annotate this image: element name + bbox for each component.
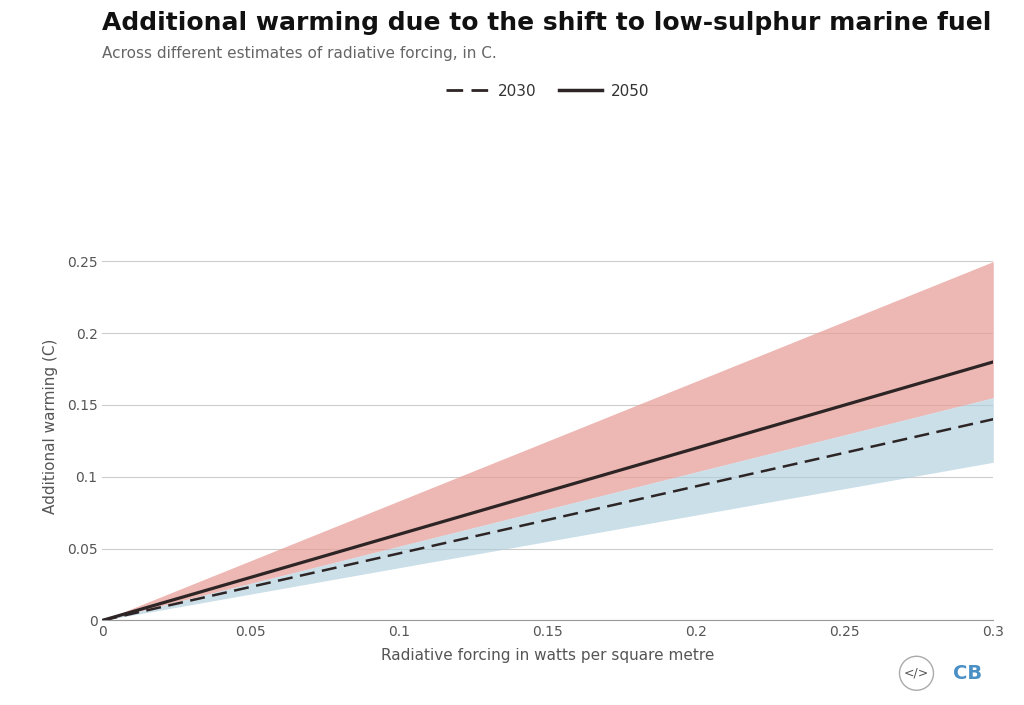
Text: </>: </>	[904, 667, 929, 680]
Y-axis label: Additional warming (C): Additional warming (C)	[43, 339, 58, 514]
Legend: 2030, 2050: 2030, 2050	[439, 78, 656, 104]
Text: Additional warming due to the shift to low-sulphur marine fuel: Additional warming due to the shift to l…	[102, 11, 992, 35]
Text: Across different estimates of radiative forcing, in C.: Across different estimates of radiative …	[102, 46, 497, 61]
X-axis label: Radiative forcing in watts per square metre: Radiative forcing in watts per square me…	[381, 648, 715, 663]
Text: CB: CB	[953, 664, 982, 682]
